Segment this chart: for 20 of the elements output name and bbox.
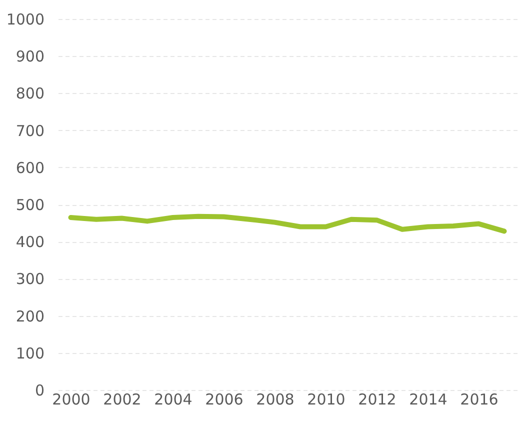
x-tick-label: 2000 [52, 390, 90, 408]
y-tick-label: 900 [16, 48, 44, 66]
y-tick-label: 0 [34, 382, 44, 400]
y-tick-label: 600 [16, 158, 44, 177]
x-tick-label: 2004 [154, 390, 192, 408]
y-tick-label: 800 [16, 84, 44, 103]
y-tick-label: 500 [16, 196, 44, 214]
x-tick-label: 2016 [460, 390, 498, 408]
x-tick-label: 2012 [358, 390, 396, 408]
x-tick-label: 2002 [103, 390, 142, 408]
y-tick-label: 400 [16, 233, 44, 252]
y-tick-label: 1000 [6, 10, 44, 28]
x-tick-label: 2008 [256, 390, 294, 408]
x-tick-label: 2014 [409, 390, 448, 408]
y-tick-label: 100 [16, 344, 44, 362]
x-tick-label: 2010 [307, 390, 346, 408]
y-tick-label: 300 [16, 270, 44, 288]
y-tick-label: 700 [16, 122, 44, 140]
y-tick-label: 200 [16, 307, 44, 326]
x-tick-label: 2006 [205, 390, 244, 408]
